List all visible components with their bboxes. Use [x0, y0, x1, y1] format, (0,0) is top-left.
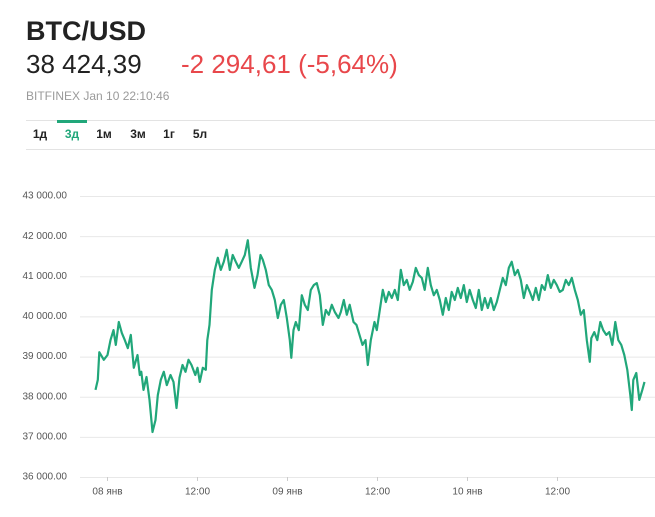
x-tick-label: 08 янв: [92, 487, 122, 498]
tab[interactable]: 1г: [163, 127, 175, 141]
price-change: -2 294,61 (-5,64%): [181, 49, 398, 79]
source: BITFINEX Jan 10 22:10:46: [26, 89, 170, 103]
y-tick-label: 42 000.00: [23, 231, 68, 242]
y-tick-label: 41 000.00: [23, 271, 68, 282]
tab[interactable]: 5л: [193, 127, 207, 141]
tab[interactable]: 1м: [96, 127, 112, 141]
price-line: [94, 239, 646, 434]
x-tick-label: 12:00: [545, 487, 570, 498]
x-tick-label: 10 янв: [452, 487, 482, 498]
x-tick-label: 12:00: [365, 487, 390, 498]
price: 38 424,39: [26, 49, 142, 79]
tab[interactable]: 3д: [65, 127, 80, 141]
y-tick-label: 38 000.00: [23, 391, 68, 402]
y-tick-label: 40 000.00: [23, 311, 68, 322]
y-tick-label: 36 000.00: [23, 472, 68, 483]
symbol: BTC/USD: [26, 16, 146, 46]
y-tick-label: 39 000.00: [23, 351, 68, 362]
tab[interactable]: 3м: [130, 127, 146, 141]
x-tick-label: 12:00: [185, 487, 210, 498]
tab-indicator: [57, 120, 87, 123]
y-tick-label: 37 000.00: [23, 431, 68, 442]
x-tick-label: 09 янв: [272, 487, 302, 498]
tab[interactable]: 1д: [33, 127, 48, 141]
y-tick-label: 43 000.00: [23, 191, 68, 202]
